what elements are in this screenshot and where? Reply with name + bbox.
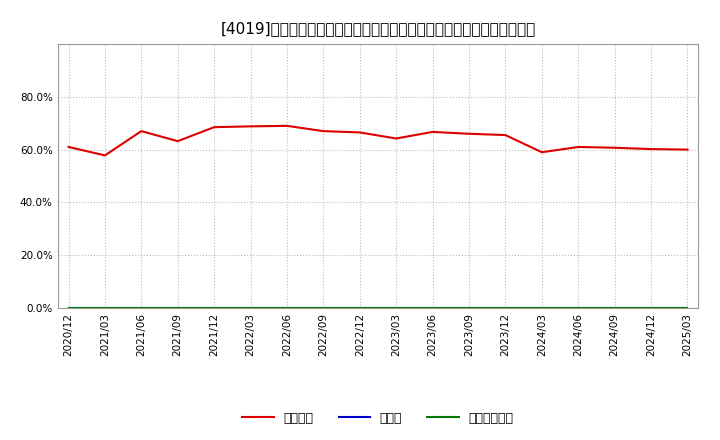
のれん xyxy=(428,305,437,311)
のれん xyxy=(611,305,619,311)
繰延税金資産 xyxy=(101,305,109,311)
自己資本 xyxy=(611,145,619,150)
繰延税金資産 xyxy=(538,305,546,311)
のれん xyxy=(174,305,182,311)
自己資本 xyxy=(501,132,510,138)
Legend: 自己資本, のれん, 繰延税金資産: 自己資本, のれん, 繰延税金資産 xyxy=(238,407,518,429)
繰延税金資産 xyxy=(210,305,218,311)
繰延税金資産 xyxy=(283,305,292,311)
のれん xyxy=(319,305,328,311)
繰延税金資産 xyxy=(611,305,619,311)
繰延税金資産 xyxy=(683,305,692,311)
繰延税金資産 xyxy=(574,305,582,311)
のれん xyxy=(356,305,364,311)
自己資本 xyxy=(64,144,73,150)
のれん xyxy=(464,305,473,311)
自己資本 xyxy=(356,130,364,135)
繰延税金資産 xyxy=(246,305,255,311)
自己資本 xyxy=(283,123,292,128)
繰延税金資産 xyxy=(137,305,145,311)
繰延税金資産 xyxy=(64,305,73,311)
繰延税金資産 xyxy=(464,305,473,311)
自己資本 xyxy=(210,125,218,130)
のれん xyxy=(283,305,292,311)
繰延税金資産 xyxy=(319,305,328,311)
繰延税金資産 xyxy=(174,305,182,311)
自己資本 xyxy=(538,150,546,155)
繰延税金資産 xyxy=(428,305,437,311)
繰延税金資産 xyxy=(392,305,400,311)
Title: [4019]　自己資本、のれん、繰延税金資産の総資産に対する比率の推移: [4019] 自己資本、のれん、繰延税金資産の総資産に対する比率の推移 xyxy=(220,21,536,36)
自己資本 xyxy=(574,144,582,150)
自己資本 xyxy=(464,131,473,136)
自己資本 xyxy=(137,128,145,134)
のれん xyxy=(392,305,400,311)
のれん xyxy=(574,305,582,311)
自己資本 xyxy=(319,128,328,134)
のれん xyxy=(501,305,510,311)
Line: 自己資本: 自己資本 xyxy=(68,126,688,155)
繰延税金資産 xyxy=(647,305,655,311)
のれん xyxy=(137,305,145,311)
のれん xyxy=(246,305,255,311)
自己資本 xyxy=(647,147,655,152)
自己資本 xyxy=(683,147,692,152)
自己資本 xyxy=(101,153,109,158)
自己資本 xyxy=(174,139,182,144)
のれん xyxy=(683,305,692,311)
自己資本 xyxy=(246,124,255,129)
のれん xyxy=(647,305,655,311)
自己資本 xyxy=(428,129,437,135)
繰延税金資産 xyxy=(501,305,510,311)
のれん xyxy=(538,305,546,311)
のれん xyxy=(101,305,109,311)
繰延税金資産 xyxy=(356,305,364,311)
のれん xyxy=(210,305,218,311)
自己資本 xyxy=(392,136,400,141)
のれん xyxy=(64,305,73,311)
